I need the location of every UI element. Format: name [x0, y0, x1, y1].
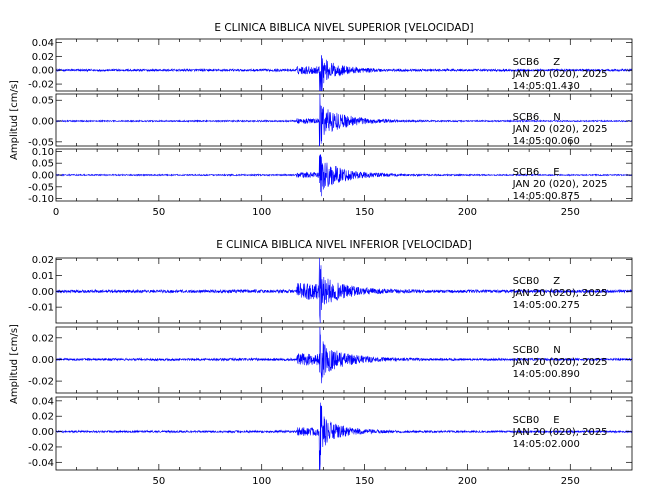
y-tick-label: 0.00 — [32, 66, 54, 77]
chart-root: E CLINICA BIBLICA NIVEL SUPERIOR [VELOCI… — [9, 22, 633, 487]
record-time: 14:05:00.275 — [513, 300, 580, 311]
y-tick-label: 0.02 — [32, 255, 54, 266]
y-tick-label: 0.02 — [32, 333, 54, 344]
record-date: JAN 20 (020), 2025 — [512, 357, 608, 368]
seismic-trace — [55, 257, 633, 324]
station-label: SCB6 N — [513, 112, 561, 123]
record-date: JAN 20 (020), 2025 — [512, 69, 608, 80]
station-code: SCB6 — [513, 57, 540, 68]
y-tick-label: -0.10 — [28, 194, 54, 205]
y-tick-label: -0.04 — [28, 458, 54, 469]
station-code: SCB0 — [513, 345, 540, 356]
station-label: SCB0 N — [513, 345, 561, 356]
y-tick-label: -0.02 — [28, 80, 54, 91]
seismic-trace — [55, 402, 633, 471]
y-tick-label: 0.00 — [32, 427, 54, 438]
x-tick-label: 150 — [355, 207, 374, 218]
station-code: SCB6 — [513, 112, 540, 123]
seismic-trace — [55, 326, 633, 384]
x-tick-label: 250 — [561, 476, 580, 487]
record-time: 14:05:00.890 — [513, 369, 580, 380]
y-tick-label: 0.05 — [32, 159, 54, 170]
y-tick-label: 0.00 — [32, 287, 54, 298]
record-date: JAN 20 (020), 2025 — [512, 124, 608, 135]
record-date: JAN 20 (020), 2025 — [512, 288, 608, 299]
y-tick-label: 0.04 — [32, 396, 54, 407]
y-tick-label: 0.00 — [32, 355, 54, 366]
x-tick-label: 150 — [355, 476, 374, 487]
x-tick-label: 100 — [252, 476, 271, 487]
y-tick-label: 0.04 — [32, 38, 54, 49]
x-tick-label: 100 — [252, 207, 271, 218]
component-code: N — [553, 112, 560, 123]
station-label: SCB6 Z — [513, 57, 561, 68]
component-code: E — [553, 415, 559, 426]
seismic-trace — [55, 154, 633, 197]
y-tick-label: 0.10 — [32, 147, 54, 158]
station-code: SCB0 — [513, 415, 540, 426]
y-tick-label: -0.02 — [28, 377, 54, 388]
component-code: Z — [553, 57, 560, 68]
chart-title: E CLINICA BIBLICA NIVEL SUPERIOR [VELOCI… — [214, 22, 473, 34]
x-tick-label: 50 — [152, 476, 165, 487]
x-tick-label: 200 — [458, 476, 477, 487]
station-label: SCB0 Z — [513, 276, 561, 287]
y-tick-label: 0.02 — [32, 412, 54, 423]
y-tick-label: 0.00 — [32, 117, 54, 128]
seismic-trace — [55, 55, 633, 92]
station-label: SCB6 E — [513, 167, 560, 178]
x-tick-label: 250 — [561, 207, 580, 218]
station-label: SCB0 E — [513, 415, 560, 426]
y-tick-label: -0.05 — [28, 182, 54, 193]
x-tick-label: 200 — [458, 207, 477, 218]
y-tick-label: 0.05 — [32, 96, 54, 107]
y-tick-label: -0.05 — [28, 137, 54, 148]
record-date: JAN 20 (020), 2025 — [512, 427, 608, 438]
x-tick-label: 0 — [53, 207, 59, 218]
record-time: 14:05:00.875 — [513, 191, 580, 202]
y-tick-label: 0.00 — [32, 171, 54, 182]
station-code: SCB0 — [513, 276, 540, 287]
record-date: JAN 20 (020), 2025 — [512, 179, 608, 190]
record-time: 14:05:02.000 — [513, 439, 580, 450]
y-tick-label: 0.01 — [32, 271, 54, 282]
station-code: SCB6 — [513, 167, 540, 178]
component-code: N — [553, 345, 560, 356]
y-tick-label: -0.01 — [28, 303, 54, 314]
y-axis-label: Amplitud [cm/s] — [9, 324, 20, 404]
seismic-trace — [55, 93, 632, 147]
y-axis-label: Amplitud [cm/s] — [9, 80, 20, 160]
x-tick-label: 50 — [152, 207, 165, 218]
y-tick-label: 0.02 — [32, 52, 54, 63]
record-time: 14:05:01.430 — [513, 81, 580, 92]
chart-title: E CLINICA BIBLICA NIVEL INFERIOR [VELOCI… — [216, 239, 472, 251]
record-time: 14:05:00.060 — [513, 136, 580, 147]
component-code: Z — [553, 276, 560, 287]
component-code: E — [553, 167, 559, 178]
y-tick-label: -0.02 — [28, 442, 54, 453]
